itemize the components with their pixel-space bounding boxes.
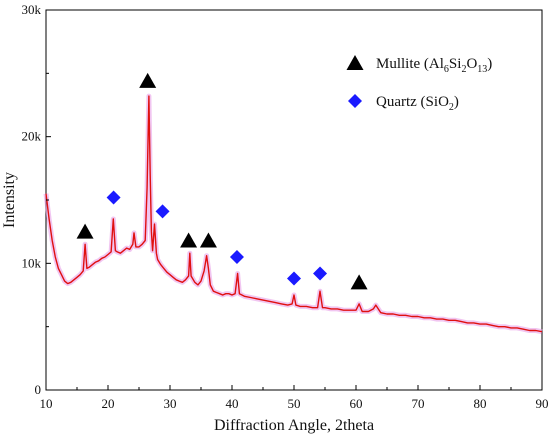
pattern-line	[45, 95, 543, 333]
y-tick-label: 20k	[22, 129, 42, 144]
x-axis: 10 20 30 40 50 60 70 80 90	[40, 385, 549, 411]
legend-quartz-marker	[348, 94, 362, 108]
x-axis-title: Diffraction Angle, 2theta	[214, 417, 374, 434]
y-axis: 0 10k 20k 30k	[22, 2, 51, 397]
plot-frame	[45, 9, 543, 391]
plot-area: 10 20 30 40 50 60 70 80 90 0 10k 20k 30k	[22, 2, 549, 411]
quartz-peak-marker	[155, 204, 170, 219]
x-tick-label: 60	[350, 396, 363, 411]
x-tick-label: 30	[164, 396, 177, 411]
x-tick-label: 20	[102, 396, 115, 411]
mullite-peak-marker	[350, 274, 368, 290]
mullite-peak-marker	[180, 232, 198, 248]
y-tick-label: 10k	[22, 255, 42, 270]
quartz-peak-marker	[229, 250, 244, 264]
y-axis-title: Intensity	[1, 172, 18, 228]
x-tick-label: 70	[412, 396, 425, 411]
mullite-peak-marker	[199, 232, 217, 248]
x-tick-label: 90	[536, 396, 549, 411]
x-tick-label: 80	[474, 396, 487, 411]
legend-quartz-label: Quartz (SiO2)	[376, 94, 459, 113]
quartz-peak-marker	[313, 266, 328, 281]
legend: Mullite (Al6Si2O13) Quartz (SiO2)	[346, 55, 492, 113]
x-tick-label: 40	[226, 396, 239, 411]
quartz-peak-marker	[287, 271, 301, 286]
legend-mullite-label: Mullite (Al6Si2O13)	[376, 56, 492, 75]
x-tick-label: 10	[40, 396, 53, 411]
y-tick-label: 30k	[22, 2, 42, 17]
quartz-peak-marker	[106, 190, 121, 205]
mullite-peak-marker	[76, 223, 94, 239]
y-tick-label: 0	[35, 382, 42, 397]
mullite-peak-marker	[139, 72, 157, 88]
marker-layer	[76, 72, 368, 290]
legend-mullite-marker	[346, 55, 364, 70]
x-tick-label: 50	[288, 396, 301, 411]
series-layer	[43, 93, 543, 335]
